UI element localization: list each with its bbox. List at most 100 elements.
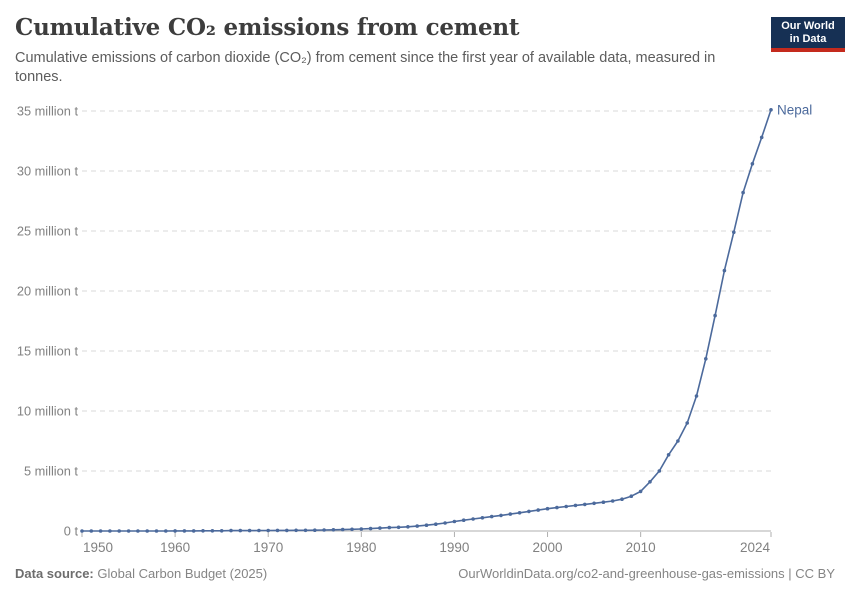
- data-point[interactable]: [368, 526, 373, 531]
- data-point[interactable]: [471, 517, 475, 521]
- data-point[interactable]: [173, 529, 177, 533]
- data-point[interactable]: [499, 513, 503, 518]
- data-source: Data source: Global Carbon Budget (2025): [15, 566, 267, 581]
- data-point[interactable]: [443, 521, 447, 525]
- line-chart-plot-area[interactable]: 0 t 5 million t 10 million t 15 million t 20…: [0, 95, 850, 560]
- data-point[interactable]: [638, 489, 643, 494]
- data-point[interactable]: [480, 516, 485, 520]
- data-point[interactable]: [266, 528, 271, 533]
- data-point[interactable]: [583, 502, 587, 507]
- owid-logo-text: Our World in Data: [771, 17, 845, 48]
- data-point[interactable]: [108, 529, 112, 533]
- data-point[interactable]: [461, 518, 466, 522]
- chart-title: Cumulative CO₂ emissions from cement: [15, 14, 520, 41]
- data-point[interactable]: [610, 499, 615, 503]
- y-axis-label: 10 million t: [17, 404, 79, 419]
- data-point[interactable]: [359, 527, 364, 531]
- data-point[interactable]: [247, 528, 252, 533]
- data-point[interactable]: [229, 528, 233, 533]
- data-point[interactable]: [620, 497, 624, 502]
- data-point[interactable]: [89, 529, 94, 533]
- data-point[interactable]: [164, 529, 168, 533]
- data-point[interactable]: [136, 529, 140, 533]
- data-point[interactable]: [210, 529, 215, 533]
- owid-logo-red-bar: [771, 48, 845, 52]
- x-axis-label: 2024: [740, 540, 771, 555]
- data-point[interactable]: [257, 528, 261, 533]
- data-point[interactable]: [555, 505, 559, 510]
- owid-logo-line1: Our World: [781, 20, 835, 32]
- y-axis-label: 20 million t: [17, 284, 79, 299]
- data-point[interactable]: [238, 528, 243, 533]
- data-point[interactable]: [285, 528, 289, 533]
- data-point[interactable]: [452, 519, 457, 524]
- data-point[interactable]: [517, 511, 522, 515]
- data-point[interactable]: [694, 394, 699, 398]
- x-axis-label: 1990: [439, 540, 469, 555]
- data-point[interactable]: [322, 528, 326, 532]
- data-point[interactable]: [769, 108, 773, 112]
- data-point[interactable]: [713, 313, 717, 318]
- data-point[interactable]: [685, 421, 689, 425]
- data-source-label: Data source:: [15, 566, 94, 581]
- data-point[interactable]: [536, 508, 540, 512]
- data-point[interactable]: [601, 500, 606, 505]
- data-point[interactable]: [378, 526, 382, 530]
- chart-subtitle: Cumulative emissions of carbon dioxide (…: [15, 50, 716, 85]
- data-point[interactable]: [657, 469, 662, 473]
- data-point[interactable]: [406, 525, 410, 529]
- data-point[interactable]: [340, 527, 345, 532]
- data-point[interactable]: [434, 522, 438, 526]
- data-point[interactable]: [573, 503, 578, 508]
- data-point[interactable]: [648, 480, 652, 484]
- data-point[interactable]: [201, 529, 205, 533]
- data-point[interactable]: [154, 529, 159, 533]
- data-point[interactable]: [545, 506, 550, 511]
- data-point[interactable]: [759, 135, 764, 140]
- data-point[interactable]: [722, 268, 727, 273]
- data-point[interactable]: [117, 529, 121, 533]
- owid-logo[interactable]: Our World in Data: [771, 17, 845, 52]
- data-point[interactable]: [331, 528, 336, 532]
- owid-logo-line2: in Data: [789, 33, 827, 45]
- data-point[interactable]: [303, 528, 308, 533]
- data-point[interactable]: [182, 529, 187, 533]
- data-point[interactable]: [489, 514, 494, 519]
- data-point[interactable]: [396, 525, 401, 530]
- data-source-value: Global Carbon Budget (2025): [97, 566, 268, 581]
- data-point[interactable]: [275, 528, 280, 533]
- data-point[interactable]: [564, 504, 568, 509]
- data-point[interactable]: [629, 494, 634, 499]
- data-point[interactable]: [750, 162, 755, 166]
- data-point[interactable]: [126, 529, 131, 533]
- x-axis-label: 2010: [626, 540, 656, 555]
- y-axis-label: 5 million t: [24, 464, 78, 479]
- data-point[interactable]: [676, 439, 680, 443]
- data-point[interactable]: [666, 453, 671, 457]
- y-axis-label: 35 million t: [17, 104, 79, 119]
- data-point[interactable]: [387, 525, 392, 530]
- credit-link[interactable]: OurWorldinData.org/co2-and-greenhouse-ga…: [458, 566, 835, 581]
- data-point[interactable]: [294, 528, 298, 533]
- data-point[interactable]: [415, 524, 420, 528]
- data-point[interactable]: [704, 357, 708, 361]
- data-point[interactable]: [80, 529, 84, 533]
- line-series-nepal[interactable]: [82, 109, 772, 532]
- data-point[interactable]: [350, 527, 354, 532]
- data-point[interactable]: [741, 190, 745, 195]
- data-point[interactable]: [313, 528, 317, 532]
- data-point[interactable]: [219, 529, 224, 533]
- y-axis-label: 25 million t: [17, 224, 79, 239]
- data-point[interactable]: [424, 523, 429, 527]
- series-end-label[interactable]: Nepal: [777, 102, 812, 117]
- data-point[interactable]: [527, 509, 531, 514]
- data-point[interactable]: [508, 512, 513, 516]
- data-point[interactable]: [732, 230, 736, 234]
- y-axis-label: 0 t: [64, 524, 79, 539]
- x-axis-label: 1950: [83, 540, 113, 555]
- data-point[interactable]: [145, 529, 149, 533]
- data-point[interactable]: [98, 529, 103, 533]
- data-point[interactable]: [592, 501, 596, 506]
- x-axis-label: 1960: [160, 540, 190, 555]
- data-point[interactable]: [191, 529, 196, 533]
